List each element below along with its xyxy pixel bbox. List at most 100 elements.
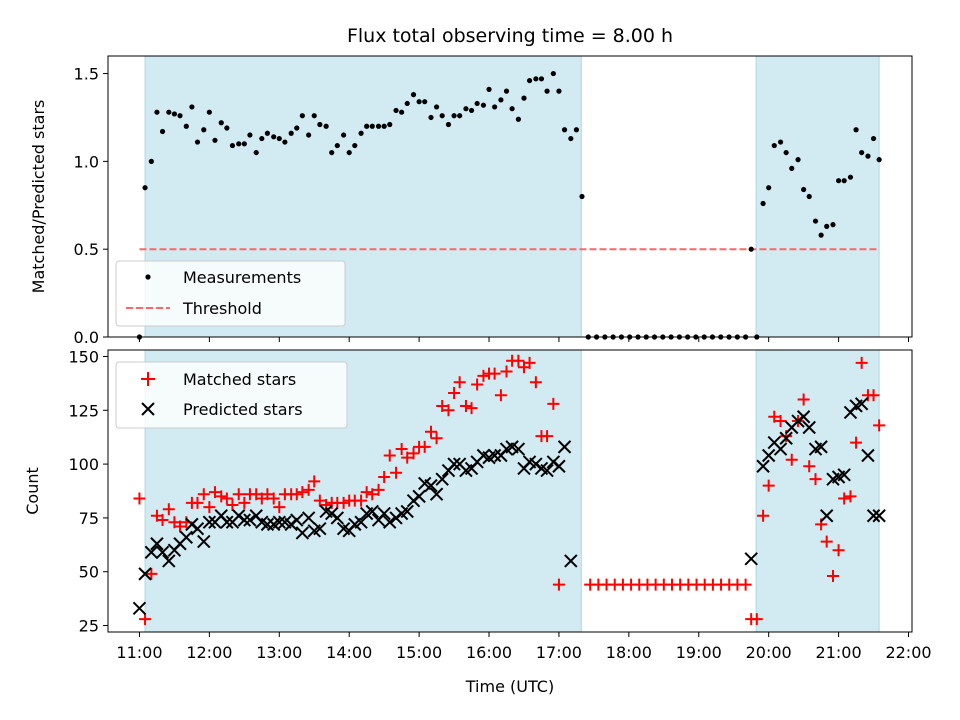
measurement-point	[865, 153, 871, 159]
matched-star-point	[296, 486, 309, 499]
matched-star-point	[453, 376, 466, 389]
y-tick-label: 50	[79, 563, 99, 582]
predicted-star-point	[144, 545, 159, 560]
legend-matched-marker	[141, 372, 155, 386]
measurement-point	[561, 127, 568, 133]
matched-star-point	[337, 496, 350, 509]
matched-star-point	[757, 509, 770, 522]
matched-star-point	[762, 479, 775, 492]
measurement-point	[311, 113, 317, 119]
measurement-point	[550, 70, 556, 77]
matched-star-point	[313, 494, 326, 507]
x-tick-label: 21:00	[816, 643, 862, 662]
matched-star-point	[145, 567, 158, 580]
legend-matched-label: Matched stars	[183, 370, 296, 389]
predicted-star-point	[138, 567, 152, 581]
predicted-star-point	[400, 504, 414, 519]
measurement-point	[451, 113, 457, 119]
matched-star-point	[208, 486, 221, 499]
measurement-point	[334, 142, 340, 149]
x-tick-label: 13:00	[256, 643, 302, 662]
counts-legend-box	[115, 361, 348, 429]
measurement-point	[859, 149, 865, 156]
x-tick-label: 16:00	[466, 643, 512, 662]
measurement-point	[480, 102, 487, 108]
matched-star-point	[844, 490, 857, 503]
predicted-star-point	[412, 489, 426, 504]
measurement-point	[142, 185, 148, 191]
count-points	[132, 354, 886, 626]
matched-star-point	[442, 404, 455, 417]
matched-star-point	[355, 494, 368, 507]
matched-star-point	[366, 488, 379, 501]
measurement-point	[801, 186, 807, 193]
measurement-point	[224, 125, 230, 131]
measurement-point	[818, 232, 824, 238]
measurement-point	[457, 113, 463, 119]
measurement-point	[276, 135, 282, 142]
measurement-point	[503, 88, 510, 94]
x-tick-label: 12:00	[186, 643, 232, 662]
measurement-point	[474, 100, 480, 107]
matched-star-point	[139, 613, 152, 626]
predicted-star-point	[197, 534, 211, 549]
measurement-point	[556, 88, 562, 94]
matched-star-point	[133, 492, 146, 505]
measurement-point	[492, 104, 498, 110]
matched-star-point	[383, 449, 396, 462]
predicted-star-point	[220, 515, 234, 529]
predicted-star-point	[866, 509, 881, 523]
measurement-point	[194, 139, 201, 145]
legend-predicted-marker	[141, 402, 155, 416]
ratio-y-label: Matched/Predicted stars	[29, 100, 48, 294]
predicted-star-point	[872, 509, 886, 523]
matched-star-point	[226, 498, 239, 511]
y-tick-label: 1.0	[74, 152, 99, 171]
measurement-point	[206, 109, 212, 115]
measurement-point	[218, 120, 224, 126]
matched-star-point	[826, 570, 839, 583]
observing-window-2	[755, 55, 880, 338]
predicted-star-point	[365, 504, 379, 519]
measurement-point	[399, 109, 405, 115]
matched-star-point	[220, 492, 233, 505]
x-axis-label: Time (UTC)	[465, 677, 554, 696]
x-tick-label: 15:00	[396, 643, 442, 662]
matched-star-point	[238, 496, 251, 509]
measurement-point	[166, 109, 172, 115]
legend-measurements-marker	[145, 274, 151, 280]
measurement-point	[445, 121, 452, 128]
predicted-star-point	[557, 440, 572, 454]
measurement-point	[171, 111, 178, 117]
measurement-point	[422, 99, 428, 105]
measurement-point	[777, 139, 784, 145]
matched-star-point	[401, 451, 414, 464]
matched-star-point	[418, 440, 431, 453]
measurement-point	[364, 123, 370, 129]
ratio-axes-frame	[107, 55, 913, 338]
ratio-panel: 0.0 0.5 1.0 1.5 Matched/Predicted stars Mea…	[29, 55, 913, 347]
measurement-point	[416, 99, 422, 105]
predicted-star-point	[802, 420, 816, 435]
measurement-point	[760, 200, 766, 207]
matched-star-point	[308, 475, 321, 488]
measurement-point	[806, 193, 812, 200]
matched-star-point	[785, 453, 798, 466]
matched-star-point	[197, 488, 210, 501]
measurement-point	[766, 185, 772, 191]
matched-star-point	[162, 503, 175, 516]
measurement-point	[410, 92, 417, 98]
matched-star-point	[302, 483, 315, 496]
x-tick-label: 18:00	[606, 643, 652, 662]
measurement-point	[538, 76, 545, 82]
legend-measurements-label: Measurements	[183, 268, 301, 287]
matched-star-point	[203, 501, 216, 514]
predicted-star-point	[301, 511, 316, 525]
measurement-point	[299, 113, 305, 119]
matched-star-point	[523, 356, 536, 369]
matched-star-point	[395, 443, 408, 456]
measurement-point	[830, 222, 836, 228]
counts-y-ticks: 25 50 75 100 125 150	[68, 347, 108, 636]
matched-star-point	[471, 378, 484, 391]
predicted-star-point	[854, 397, 869, 411]
